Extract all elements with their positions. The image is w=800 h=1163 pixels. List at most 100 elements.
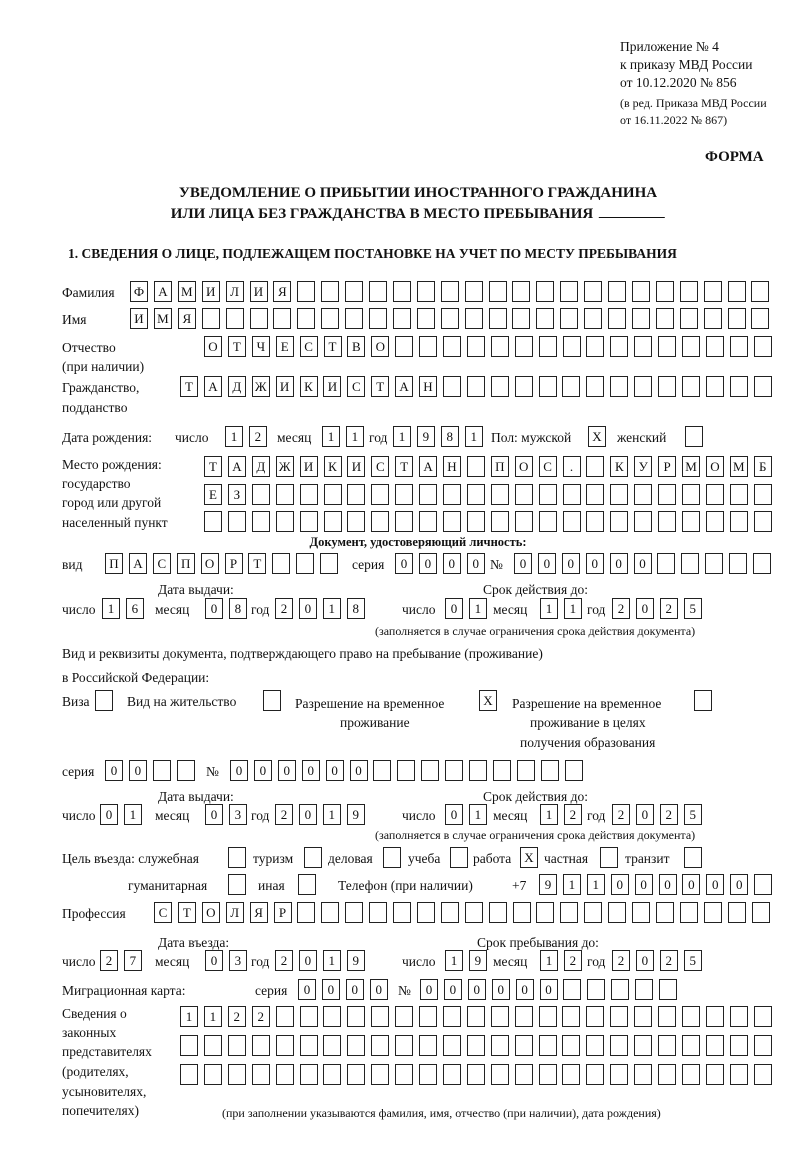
char-box[interactable]: 9 bbox=[468, 950, 487, 971]
char-box[interactable]: 0 bbox=[418, 553, 437, 574]
char-box[interactable]: 1 bbox=[393, 426, 411, 447]
char-box[interactable] bbox=[514, 1035, 533, 1056]
char-box[interactable] bbox=[587, 979, 606, 1000]
char-box[interactable]: С bbox=[371, 456, 390, 477]
char-box[interactable] bbox=[251, 1064, 270, 1085]
char-box[interactable]: А bbox=[153, 281, 172, 302]
char-box[interactable] bbox=[323, 1035, 342, 1056]
char-box[interactable]: 1 bbox=[445, 950, 463, 971]
char-box[interactable] bbox=[466, 511, 485, 532]
char-box[interactable] bbox=[563, 979, 582, 1000]
char-box[interactable]: 1 bbox=[540, 804, 558, 825]
char-box[interactable] bbox=[681, 1006, 700, 1027]
char-box[interactable] bbox=[323, 1006, 342, 1027]
char-box[interactable] bbox=[727, 902, 746, 923]
char-box[interactable]: 0 bbox=[420, 979, 438, 1000]
char-box[interactable]: 1 bbox=[468, 598, 487, 619]
char-box[interactable]: 2 bbox=[612, 598, 630, 619]
char-box[interactable] bbox=[540, 760, 559, 781]
char-box[interactable]: Ж bbox=[251, 376, 270, 397]
char-box[interactable]: 6 bbox=[125, 598, 144, 619]
char-box[interactable] bbox=[657, 553, 676, 574]
char-box[interactable] bbox=[393, 902, 411, 923]
char-box[interactable] bbox=[586, 376, 605, 397]
char-box[interactable] bbox=[299, 1006, 318, 1027]
char-box[interactable] bbox=[371, 484, 390, 505]
char-box[interactable] bbox=[227, 1035, 246, 1056]
char-box[interactable] bbox=[681, 553, 700, 574]
char-box[interactable] bbox=[304, 847, 322, 868]
char-box[interactable] bbox=[392, 308, 411, 329]
char-box[interactable] bbox=[586, 1064, 605, 1085]
char-box[interactable] bbox=[514, 336, 533, 357]
char-box[interactable] bbox=[347, 1064, 366, 1085]
char-box[interactable]: Р bbox=[273, 902, 292, 923]
char-box[interactable] bbox=[512, 308, 531, 329]
char-box[interactable]: 1 bbox=[563, 598, 582, 619]
char-box[interactable]: Л bbox=[225, 281, 244, 302]
char-box[interactable] bbox=[753, 376, 772, 397]
char-box[interactable] bbox=[610, 511, 629, 532]
char-box[interactable]: Я bbox=[249, 902, 268, 923]
char-box[interactable] bbox=[514, 1006, 533, 1027]
char-box[interactable] bbox=[275, 1006, 294, 1027]
char-box[interactable]: Т bbox=[248, 553, 267, 574]
char-box[interactable] bbox=[753, 553, 771, 574]
char-box[interactable]: И bbox=[130, 308, 148, 329]
char-box[interactable]: 0 bbox=[205, 598, 223, 619]
char-box[interactable] bbox=[610, 1006, 629, 1027]
char-box[interactable] bbox=[298, 874, 316, 895]
char-box[interactable]: 0 bbox=[537, 553, 556, 574]
char-box[interactable]: П bbox=[176, 553, 195, 574]
char-box[interactable] bbox=[440, 902, 459, 923]
char-box[interactable]: 0 bbox=[301, 760, 320, 781]
char-box[interactable]: 2 bbox=[248, 426, 267, 447]
char-box[interactable]: С bbox=[152, 553, 171, 574]
char-box[interactable] bbox=[538, 1006, 557, 1027]
char-box[interactable] bbox=[347, 511, 366, 532]
char-box[interactable] bbox=[321, 308, 340, 329]
char-box[interactable]: М bbox=[729, 456, 748, 477]
char-box[interactable] bbox=[586, 1035, 605, 1056]
char-box[interactable]: 1 bbox=[540, 598, 558, 619]
char-box[interactable] bbox=[395, 511, 414, 532]
char-box[interactable] bbox=[610, 336, 629, 357]
char-box[interactable] bbox=[249, 308, 268, 329]
char-box[interactable] bbox=[562, 1064, 581, 1085]
char-box[interactable]: А bbox=[128, 553, 147, 574]
char-box[interactable] bbox=[464, 281, 483, 302]
char-box[interactable] bbox=[299, 484, 318, 505]
char-box[interactable] bbox=[323, 511, 342, 532]
char-box[interactable] bbox=[419, 336, 438, 357]
char-box[interactable]: Р bbox=[658, 456, 677, 477]
char-box[interactable] bbox=[584, 281, 603, 302]
char-box[interactable] bbox=[751, 902, 770, 923]
char-box[interactable]: 0 bbox=[610, 874, 629, 895]
char-box[interactable] bbox=[562, 1006, 581, 1027]
char-box[interactable] bbox=[272, 553, 291, 574]
char-box[interactable]: 0 bbox=[395, 553, 413, 574]
char-box[interactable] bbox=[201, 308, 220, 329]
char-box[interactable] bbox=[466, 376, 485, 397]
char-box[interactable] bbox=[490, 484, 509, 505]
char-box[interactable]: 0 bbox=[539, 979, 558, 1000]
char-box[interactable] bbox=[705, 1006, 724, 1027]
char-box[interactable] bbox=[754, 874, 773, 895]
char-box[interactable] bbox=[586, 511, 605, 532]
char-box[interactable] bbox=[729, 511, 748, 532]
char-box[interactable] bbox=[395, 1064, 414, 1085]
char-box[interactable] bbox=[658, 511, 677, 532]
char-box[interactable]: А bbox=[203, 376, 222, 397]
char-box[interactable]: Т bbox=[204, 456, 222, 477]
char-box[interactable]: 0 bbox=[682, 874, 701, 895]
char-box[interactable]: 0 bbox=[658, 874, 677, 895]
char-box[interactable]: 9 bbox=[539, 874, 557, 895]
char-box[interactable] bbox=[729, 336, 748, 357]
char-box[interactable] bbox=[445, 760, 464, 781]
char-box[interactable]: 9 bbox=[346, 950, 365, 971]
char-box[interactable]: С bbox=[299, 336, 318, 357]
char-box[interactable]: 0 bbox=[205, 804, 223, 825]
char-box[interactable] bbox=[95, 690, 113, 711]
char-box[interactable]: И bbox=[299, 456, 318, 477]
char-box[interactable] bbox=[703, 281, 722, 302]
